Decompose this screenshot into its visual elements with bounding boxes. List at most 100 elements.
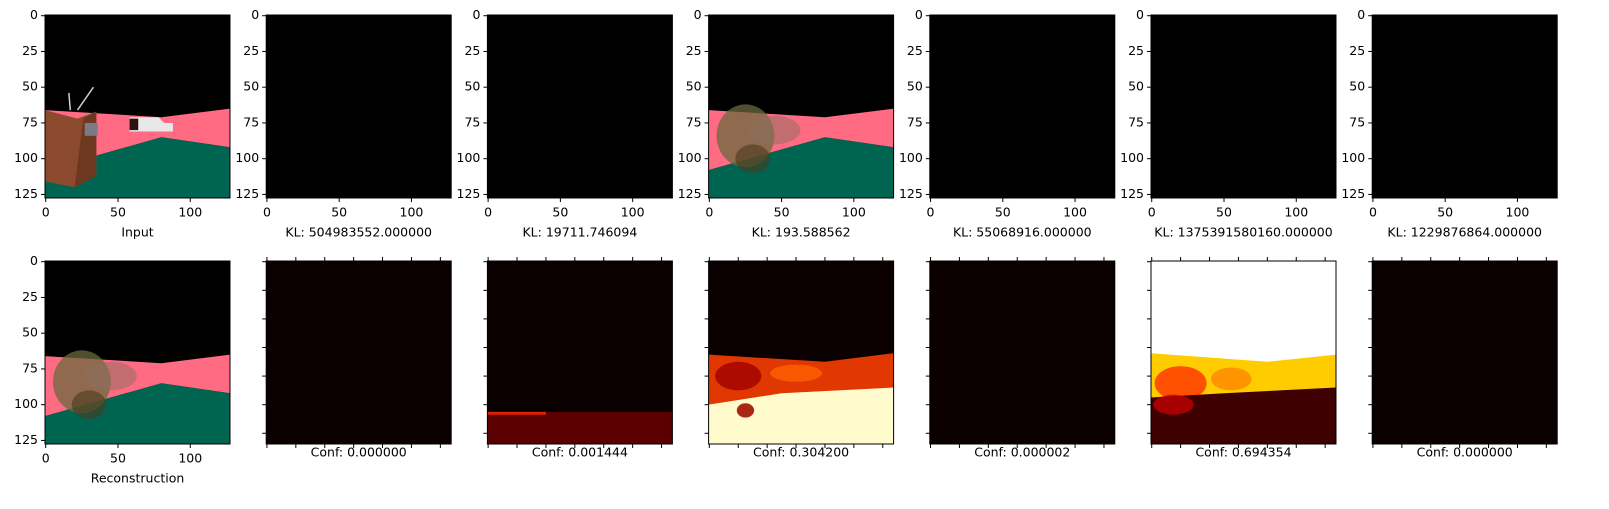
x-axis-label: KL: 193.588562: [752, 225, 851, 240]
y-tick-label: 25: [22, 289, 38, 304]
x-axis-label: KL: 1229876864.000000: [1387, 225, 1542, 240]
x-tick-label: 0: [42, 451, 50, 466]
panel: 0 50 100 0 25 50 75 100 125 KL: 193.588562: [678, 7, 895, 240]
x-tick-label: 100: [400, 205, 424, 220]
x-axis-label: KL: 504983552.000000: [285, 225, 432, 240]
y-tick-label: 100: [14, 150, 38, 165]
image: [487, 15, 673, 198]
x-tick-label: 100: [1063, 205, 1087, 220]
image: [1151, 15, 1336, 198]
x-tick-label: 50: [1216, 205, 1232, 220]
y-tick-label: 100: [14, 396, 38, 411]
y-tick-label: 25: [243, 43, 259, 58]
y-tick-label: 75: [22, 114, 38, 129]
panel: 0 50 100 0 25 50 75 100 125 KL: 504983552.000000: [235, 7, 452, 240]
y-tick-label: 0: [30, 7, 38, 22]
x-tick-label: 50: [774, 205, 790, 220]
image-region: [708, 137, 894, 198]
axes-frame: [1150, 14, 1337, 199]
image-region: [1154, 366, 1207, 401]
y-tick-label: 125: [457, 186, 481, 201]
x-tick-label: 50: [110, 205, 126, 220]
x-tick-label: 50: [995, 205, 1011, 220]
image: [266, 15, 452, 198]
image-region: [770, 364, 823, 382]
image-region: [71, 390, 107, 419]
y-tick-label: 0: [1357, 7, 1365, 22]
y-tick-label: 25: [22, 43, 38, 58]
image: [929, 261, 1115, 444]
x-tick-label: 100: [621, 205, 645, 220]
y-tick-label: 50: [22, 79, 38, 94]
x-tick-label: 0: [263, 205, 271, 220]
x-axis-label: Conf: 0.000000: [311, 445, 407, 460]
image-region: [487, 411, 673, 444]
image-region: [76, 86, 95, 111]
image-region: [1151, 387, 1336, 444]
image: [1372, 261, 1558, 444]
panel: 0 50 100 0 25 50 75 100 125 KL: 1375391580160.000…: [1120, 7, 1337, 240]
axes-frame: [486, 14, 673, 199]
y-tick-label: 0: [694, 7, 702, 22]
axes-frame: [44, 14, 231, 199]
x-axis-label: KL: 19711.746094: [522, 225, 637, 240]
y-tick-label: 0: [915, 7, 923, 22]
axes-frame: [929, 260, 1116, 445]
y-tick-label: 75: [22, 360, 38, 375]
x-tick-label: 50: [552, 205, 568, 220]
y-tick-label: 75: [1349, 114, 1365, 129]
y-tick-label: 125: [1341, 186, 1365, 201]
y-tick-label: 125: [14, 432, 38, 447]
x-tick-label: 100: [1506, 205, 1530, 220]
x-axis-label: Conf: 0.000002: [974, 445, 1070, 460]
y-tick-label: 50: [907, 79, 923, 94]
x-tick-label: 100: [842, 205, 866, 220]
panel: 0 50 100 0 25 50 75 100 125 Reconstruction: [14, 253, 231, 486]
axes-frame: [1371, 14, 1558, 199]
y-tick-label: 25: [1349, 43, 1365, 58]
panel: Conf: 0.304200: [704, 257, 895, 460]
y-tick-label: 25: [1128, 43, 1144, 58]
y-tick-label: 25: [686, 43, 702, 58]
x-tick-label: 100: [178, 451, 202, 466]
image-region: [84, 122, 98, 136]
image-region: [129, 118, 139, 131]
y-tick-label: 25: [907, 43, 923, 58]
y-tick-label: 0: [251, 7, 259, 22]
axes-frame: [1150, 260, 1337, 445]
x-tick-label: 0: [927, 205, 935, 220]
panel: Conf: 0.694354: [1147, 257, 1337, 460]
y-tick-label: 25: [464, 43, 480, 58]
image-region: [708, 387, 894, 444]
x-tick-label: 0: [42, 205, 50, 220]
y-tick-label: 100: [1120, 150, 1144, 165]
image-region: [735, 144, 771, 173]
y-tick-label: 50: [1128, 79, 1144, 94]
axes-frame: [44, 260, 231, 445]
image-region: [487, 411, 546, 415]
panel: Conf: 0.001444: [483, 257, 673, 460]
image-region: [129, 117, 173, 132]
axes-frame: [708, 260, 895, 445]
image-region: [715, 361, 762, 391]
axes-frame: [486, 260, 673, 445]
image: [929, 15, 1115, 198]
panel: 0 50 100 0 25 50 75 100 125 KL: 19711.746094: [457, 7, 673, 240]
image-region: [45, 137, 230, 198]
x-axis-label: Reconstruction: [91, 471, 185, 486]
x-tick-label: 50: [1437, 205, 1453, 220]
y-tick-label: 50: [464, 79, 480, 94]
image-region: [68, 92, 72, 111]
x-tick-label: 0: [705, 205, 713, 220]
y-tick-label: 75: [1128, 114, 1144, 129]
axes-frame: [1371, 260, 1558, 445]
image-region: [1153, 394, 1194, 415]
y-tick-label: 125: [14, 186, 38, 201]
x-axis-label: Conf: 0.694354: [1195, 445, 1291, 460]
y-tick-label: 50: [22, 325, 38, 340]
y-tick-label: 100: [899, 150, 923, 165]
y-tick-label: 100: [457, 150, 481, 165]
y-tick-label: 125: [235, 186, 259, 201]
panel: 0 50 100 0 25 50 75 100 125 KL: 55068916.000000: [899, 7, 1116, 240]
x-tick-label: 100: [178, 205, 202, 220]
